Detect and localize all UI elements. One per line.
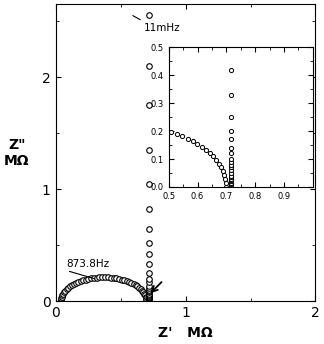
Y-axis label: Z"
MΩ: Z" MΩ — [4, 138, 30, 168]
Text: 873.8Hz: 873.8Hz — [67, 259, 110, 269]
X-axis label: Z'   MΩ: Z' MΩ — [158, 326, 213, 340]
Text: 11mHz: 11mHz — [144, 23, 180, 33]
